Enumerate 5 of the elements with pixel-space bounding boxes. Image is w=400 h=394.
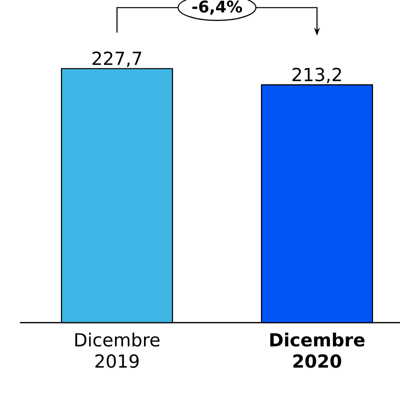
- text: -6,4%: [192, 0, 242, 15]
- data-label: 213,2: [292, 68, 341, 84]
- x-tick-label: Dicembre 2020: [270, 332, 364, 368]
- data-label: 227,7: [92, 52, 142, 68]
- x-tick-label: Dicembre 2019: [75, 332, 160, 368]
